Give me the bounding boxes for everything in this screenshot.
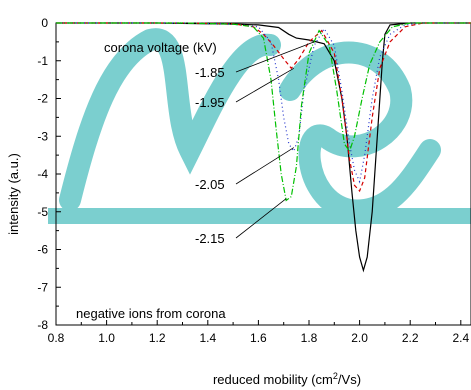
series-line-neg1.85	[56, 22, 471, 273]
y-tick-label: -4	[37, 167, 48, 181]
chart-annotation: negative ions from corona	[76, 306, 226, 321]
y-tick-label: -3	[37, 129, 48, 143]
watermark-stroke-1	[59, 28, 281, 211]
x-tick-label: 1.2	[149, 331, 166, 345]
series-label-1.95: -1.95	[195, 95, 225, 110]
leader-line-4	[235, 198, 287, 239]
x-tick-label: 1.4	[199, 331, 216, 345]
series-line-neg1.95	[56, 22, 471, 193]
watermark-logo	[48, 28, 471, 224]
leader-line-3	[235, 147, 295, 185]
series-label-2.05: -2.05	[195, 177, 225, 192]
x-tick-label: 1.0	[98, 331, 115, 345]
x-tick-label: 1.6	[250, 331, 267, 345]
watermark-bar	[48, 208, 471, 224]
y-axis-label: intensity (a.u.)	[6, 153, 21, 235]
y-tick-label: -7	[37, 280, 48, 294]
y-tick-label: -1	[37, 54, 48, 68]
x-tick-label: 1.8	[301, 331, 318, 345]
x-tick-label: 0.8	[48, 331, 65, 345]
x-axis-label: reduced mobility (cm2/Vs)	[213, 371, 361, 387]
y-tick-label: -5	[37, 205, 48, 219]
y-tick-label: -2	[37, 92, 48, 106]
series-label-2.15: -2.15	[195, 231, 225, 246]
x-tick-label: 2.2	[402, 331, 419, 345]
watermark-stroke-2	[279, 41, 441, 222]
axis-ticks: 0.8 1.0 1.2 1.4 1.6 1.8 2.0 2.2 2.4 0 -1 -2 -3 -4 -5 -6…	[37, 16, 469, 345]
leader-line-2	[235, 67, 295, 103]
leader-line-1	[235, 41, 315, 73]
series-line-neg2.15	[56, 22, 471, 202]
y-tick-label: 0	[41, 16, 48, 30]
x-tick-label: 2.0	[351, 331, 368, 345]
series-label-1.85: -1.85	[195, 65, 225, 80]
x-tick-label: 2.4	[452, 331, 469, 345]
leader-lines	[235, 41, 315, 239]
x-axis-label-sup: 2	[333, 371, 338, 381]
x-axis-label-part2: /Vs)	[338, 372, 361, 387]
x-axis-label-part1: reduced mobility (cm	[213, 372, 333, 387]
y-tick-label: -8	[37, 318, 48, 332]
legend-title: corona voltage (kV)	[104, 40, 217, 55]
y-tick-label: -6	[37, 243, 48, 257]
series-group	[56, 22, 471, 273]
